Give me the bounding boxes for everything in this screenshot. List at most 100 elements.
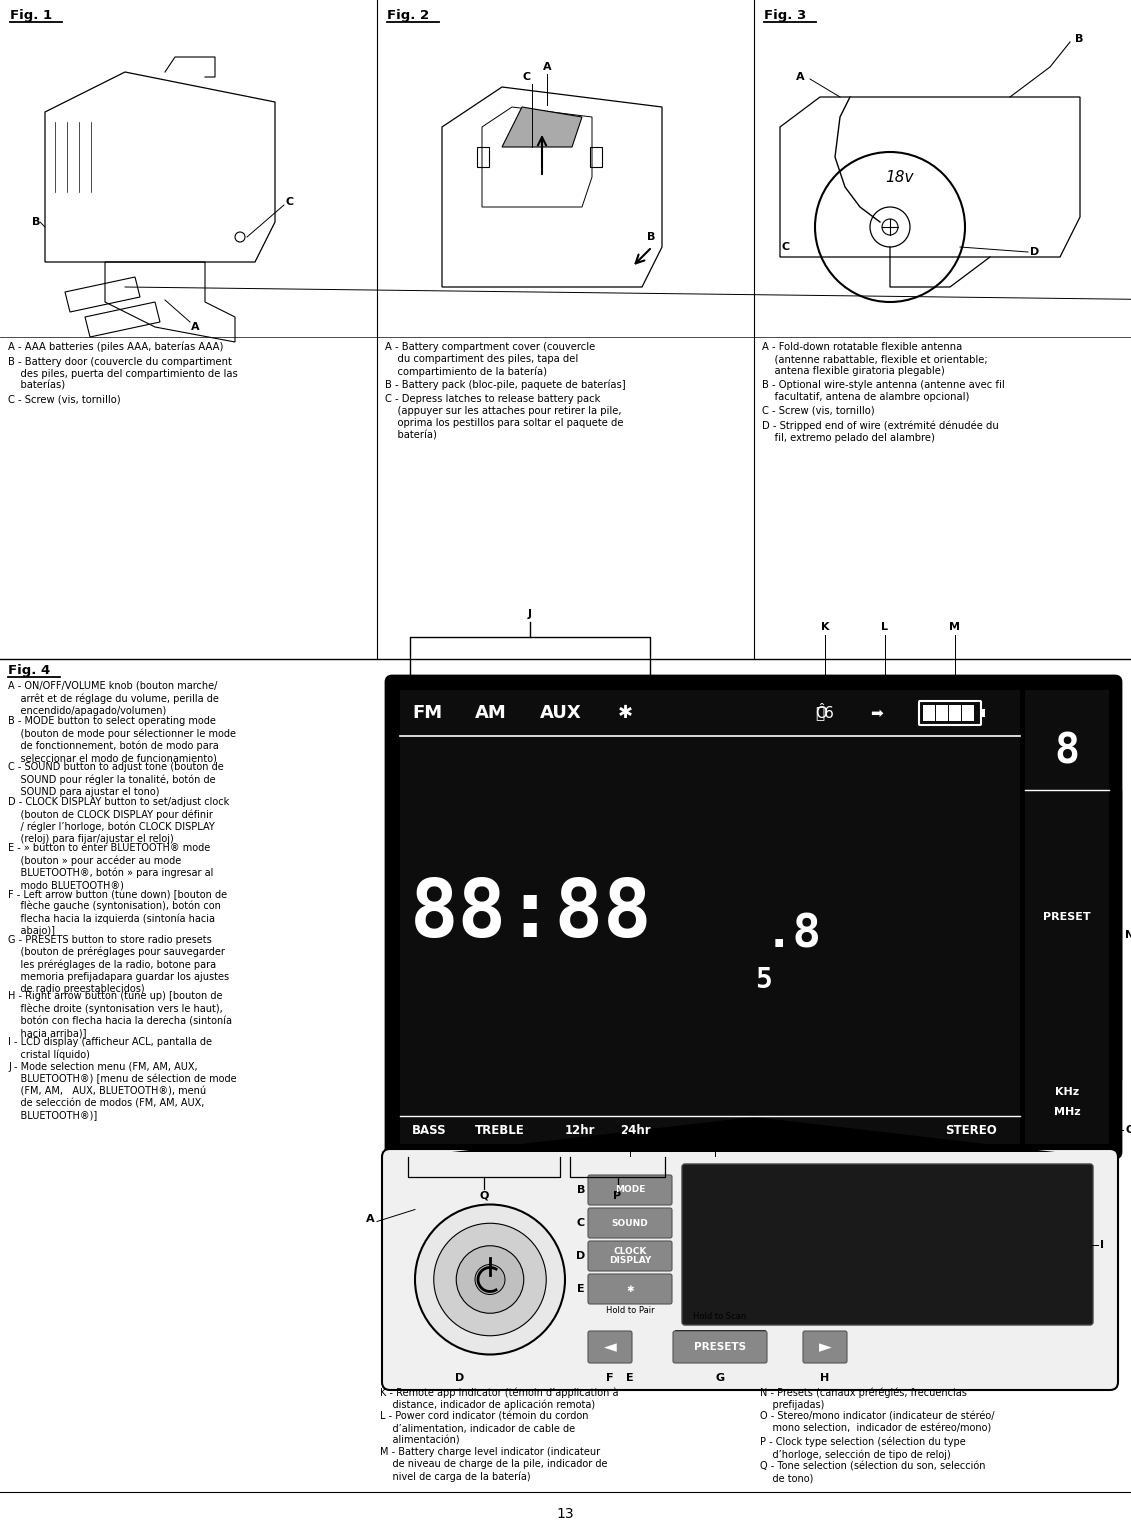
Text: D: D [576, 1251, 585, 1261]
Bar [1025, 690, 1110, 1144]
Text: ➡: ➡ [870, 705, 883, 721]
Text: O: O [1125, 1125, 1131, 1135]
Text: B: B [1074, 34, 1083, 44]
Bar [981, 709, 985, 718]
Text: A - AAA batteries (piles AAA, baterías AAA): A - AAA batteries (piles AAA, baterías A… [8, 342, 224, 353]
Text: N: N [1125, 930, 1131, 939]
Text: Hold to Scan: Hold to Scan [693, 1312, 746, 1321]
Bar [962, 705, 974, 721]
Text: D: D [1030, 247, 1039, 257]
Text: PRESET: PRESET [1043, 912, 1090, 922]
Text: ◄: ◄ [604, 1338, 616, 1356]
Polygon shape [452, 1116, 1055, 1151]
Text: J: J [528, 609, 532, 618]
Text: M: M [950, 621, 960, 632]
Text: AM: AM [475, 704, 507, 722]
Text: H - Right arrow button (tune up) [bouton de
    flèche droite (syntonisation ver: H - Right arrow button (tune up) [bouton… [8, 991, 232, 1038]
Text: C: C [577, 1219, 585, 1228]
Text: K: K [821, 621, 829, 632]
Text: G: G [716, 1373, 725, 1383]
Text: F: F [606, 1373, 614, 1383]
Text: C: C [523, 72, 532, 82]
Text: CLOCK
DISPLAY: CLOCK DISPLAY [608, 1246, 651, 1266]
FancyBboxPatch shape [588, 1241, 672, 1270]
Text: C: C [285, 197, 293, 208]
Circle shape [456, 1246, 524, 1313]
Text: L - Power cord indicator (témoin du cordon
    d’alimentation, indicador de cabl: L - Power cord indicator (témoin du cord… [380, 1411, 588, 1446]
FancyBboxPatch shape [588, 1174, 672, 1205]
Text: B - Battery door (couvercle du compartiment
    des piles, puerta del compartimi: B - Battery door (couvercle du compartim… [8, 356, 238, 391]
Text: D - CLOCK DISPLAY button to set/adjust clock
    (bouton de CLOCK DISPLAY pour d: D - CLOCK DISPLAY button to set/adjust c… [8, 797, 230, 844]
Text: A - Fold-down rotatable flexible antenna
    (antenne rabattable, flexible et or: A - Fold-down rotatable flexible antenna… [762, 342, 987, 376]
Text: PRESETS: PRESETS [694, 1342, 746, 1351]
Text: A: A [543, 63, 551, 72]
Text: 13: 13 [556, 1507, 573, 1521]
Text: 12hr: 12hr [566, 1124, 596, 1136]
Text: .8: .8 [765, 913, 822, 957]
Text: E: E [577, 1284, 585, 1293]
Text: E: E [627, 1373, 633, 1383]
Circle shape [415, 1205, 566, 1354]
Text: A - Battery compartment cover (couvercle
    du compartiment des piles, tapa del: A - Battery compartment cover (couvercle… [385, 342, 595, 377]
Text: KHz: KHz [1055, 1087, 1079, 1096]
Text: MHz: MHz [1054, 1107, 1080, 1116]
Text: ὏6: ὏6 [815, 705, 834, 721]
Circle shape [434, 1223, 546, 1336]
Bar [400, 690, 1020, 1144]
Bar [949, 705, 961, 721]
Text: A - ON/OFF/VOLUME knob (bouton marche/
    arrêt et de réglage du volume, perill: A - ON/OFF/VOLUME knob (bouton marche/ a… [8, 681, 219, 716]
Text: 8: 8 [1054, 730, 1079, 773]
Text: M - Battery charge level indicator (indicateur
    de niveau de charge de la pil: M - Battery charge level indicator (indi… [380, 1448, 607, 1481]
Text: B: B [625, 1132, 634, 1142]
Text: P - Clock type selection (sélection du type
    d’horloge, selección de tipo de : P - Clock type selection (sélection du t… [760, 1437, 966, 1460]
FancyBboxPatch shape [386, 676, 1121, 1157]
Bar [936, 705, 948, 721]
Text: FM: FM [412, 704, 442, 722]
Polygon shape [502, 107, 582, 147]
Text: D: D [456, 1373, 465, 1383]
Text: AUX: AUX [539, 704, 581, 722]
Text: B - Battery pack (bloc-pile, paquete de baterías]: B - Battery pack (bloc-pile, paquete de … [385, 380, 625, 389]
Bar [590, 147, 602, 166]
Text: 18v: 18v [886, 169, 914, 185]
Text: C: C [782, 241, 789, 252]
Text: C - Screw (vis, tornillo): C - Screw (vis, tornillo) [762, 406, 874, 415]
Text: G - PRESETS button to store radio presets
    (bouton de préréglages pour sauveg: G - PRESETS button to store radio preset… [8, 935, 230, 994]
Text: SOUND: SOUND [612, 1219, 648, 1228]
Text: F - Left arrow button (tune down) [bouton de
    flèche gauche (syntonisation), : F - Left arrow button (tune down) [bouto… [8, 889, 227, 936]
Text: STEREO: STEREO [946, 1124, 996, 1136]
Text: Fig. 1: Fig. 1 [10, 9, 52, 21]
Text: Fig. 4: Fig. 4 [8, 664, 50, 676]
Text: I - LCD display (afficheur ACL, pantalla de
    cristal líquido): I - LCD display (afficheur ACL, pantalla… [8, 1037, 211, 1060]
Text: BASS: BASS [412, 1124, 447, 1136]
Text: E - » button to enter BLUETOOTH® mode
    (bouton » pour accéder au mode
    BLU: E - » button to enter BLUETOOTH® mode (b… [8, 843, 214, 890]
Text: Hold to Pair: Hold to Pair [606, 1306, 655, 1315]
Bar [477, 147, 489, 166]
Text: 88:88: 88:88 [411, 876, 653, 954]
Text: C: C [711, 1132, 719, 1142]
Text: C - Screw (vis, tornillo): C - Screw (vis, tornillo) [8, 394, 121, 405]
Text: TREBLE: TREBLE [475, 1124, 525, 1136]
Text: C - SOUND button to adjust tone (bouton de
    SOUND pour régler la tonalité, bo: C - SOUND button to adjust tone (bouton … [8, 762, 224, 797]
Text: L: L [881, 621, 889, 632]
Text: Ô: Ô [815, 705, 827, 721]
Text: K - Remote app indicator (témoin d’application à
    distance, indicador de apli: K - Remote app indicator (témoin d’appli… [380, 1387, 619, 1409]
Text: P: P [613, 1191, 622, 1202]
Text: N - Presets (canaux préréglés, frecuencias
    prefijadas): N - Presets (canaux préréglés, frecuenci… [760, 1387, 967, 1409]
FancyBboxPatch shape [588, 1274, 672, 1304]
Text: Fig. 2: Fig. 2 [387, 9, 429, 21]
Text: Fig. 3: Fig. 3 [765, 9, 806, 21]
Text: B: B [647, 232, 655, 241]
Text: 5: 5 [756, 967, 771, 994]
Text: H: H [820, 1373, 830, 1383]
Text: A: A [366, 1214, 375, 1225]
Text: B - MODE button to select operating mode
    (bouton de mode pour sélectionner l: B - MODE button to select operating mode… [8, 716, 236, 764]
Text: I: I [1100, 1240, 1104, 1249]
FancyBboxPatch shape [682, 1164, 1093, 1325]
Text: O - Stereo/mono indicator (indicateur de stéréo/
    mono selection,  indicador : O - Stereo/mono indicator (indicateur de… [760, 1411, 994, 1434]
Text: D - Stripped end of wire (extrémité dénudée du
    fil, extremo pelado del alamb: D - Stripped end of wire (extrémité dénu… [762, 420, 999, 443]
Text: B: B [32, 217, 40, 228]
FancyBboxPatch shape [588, 1332, 632, 1364]
Text: 24hr: 24hr [620, 1124, 650, 1136]
Text: ►: ► [819, 1338, 831, 1356]
